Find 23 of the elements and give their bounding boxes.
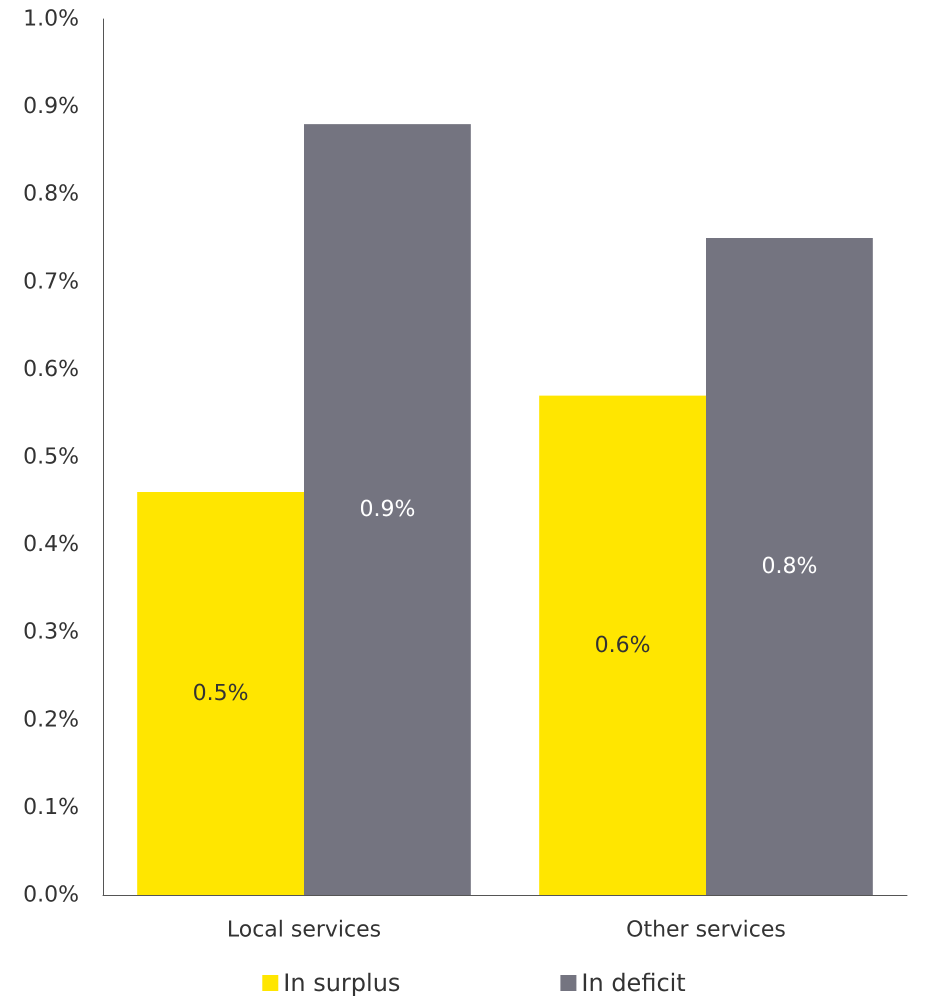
x-tick-label: Other services xyxy=(626,918,786,942)
y-tick-label: 0.3% xyxy=(23,620,79,645)
legend-label: In surplus xyxy=(283,969,400,997)
x-tick-label: Local services xyxy=(226,918,382,942)
bar xyxy=(539,396,706,895)
bar xyxy=(304,124,471,895)
data-label: 0.9% xyxy=(359,497,416,522)
legend-label: In deficit xyxy=(581,969,686,997)
y-tick-label: 0.1% xyxy=(23,794,79,820)
data-label: 0.6% xyxy=(594,632,651,658)
y-tick-label: 0.4% xyxy=(23,532,79,558)
y-tick-label: 0.0% xyxy=(23,882,79,908)
y-tick-label: 0.5% xyxy=(23,444,79,470)
y-tick-label: 0.2% xyxy=(23,707,79,732)
y-tick-label: 0.6% xyxy=(23,356,79,382)
y-tick-label: 0.7% xyxy=(23,269,79,294)
y-tick-label: 1.0% xyxy=(23,6,79,32)
data-label: 0.5% xyxy=(192,681,249,706)
data-label: 0.8% xyxy=(761,554,818,579)
y-tick-label: 0.9% xyxy=(23,94,79,120)
bar xyxy=(137,492,304,895)
bar xyxy=(706,238,873,895)
y-tick-label: 0.8% xyxy=(23,182,79,207)
